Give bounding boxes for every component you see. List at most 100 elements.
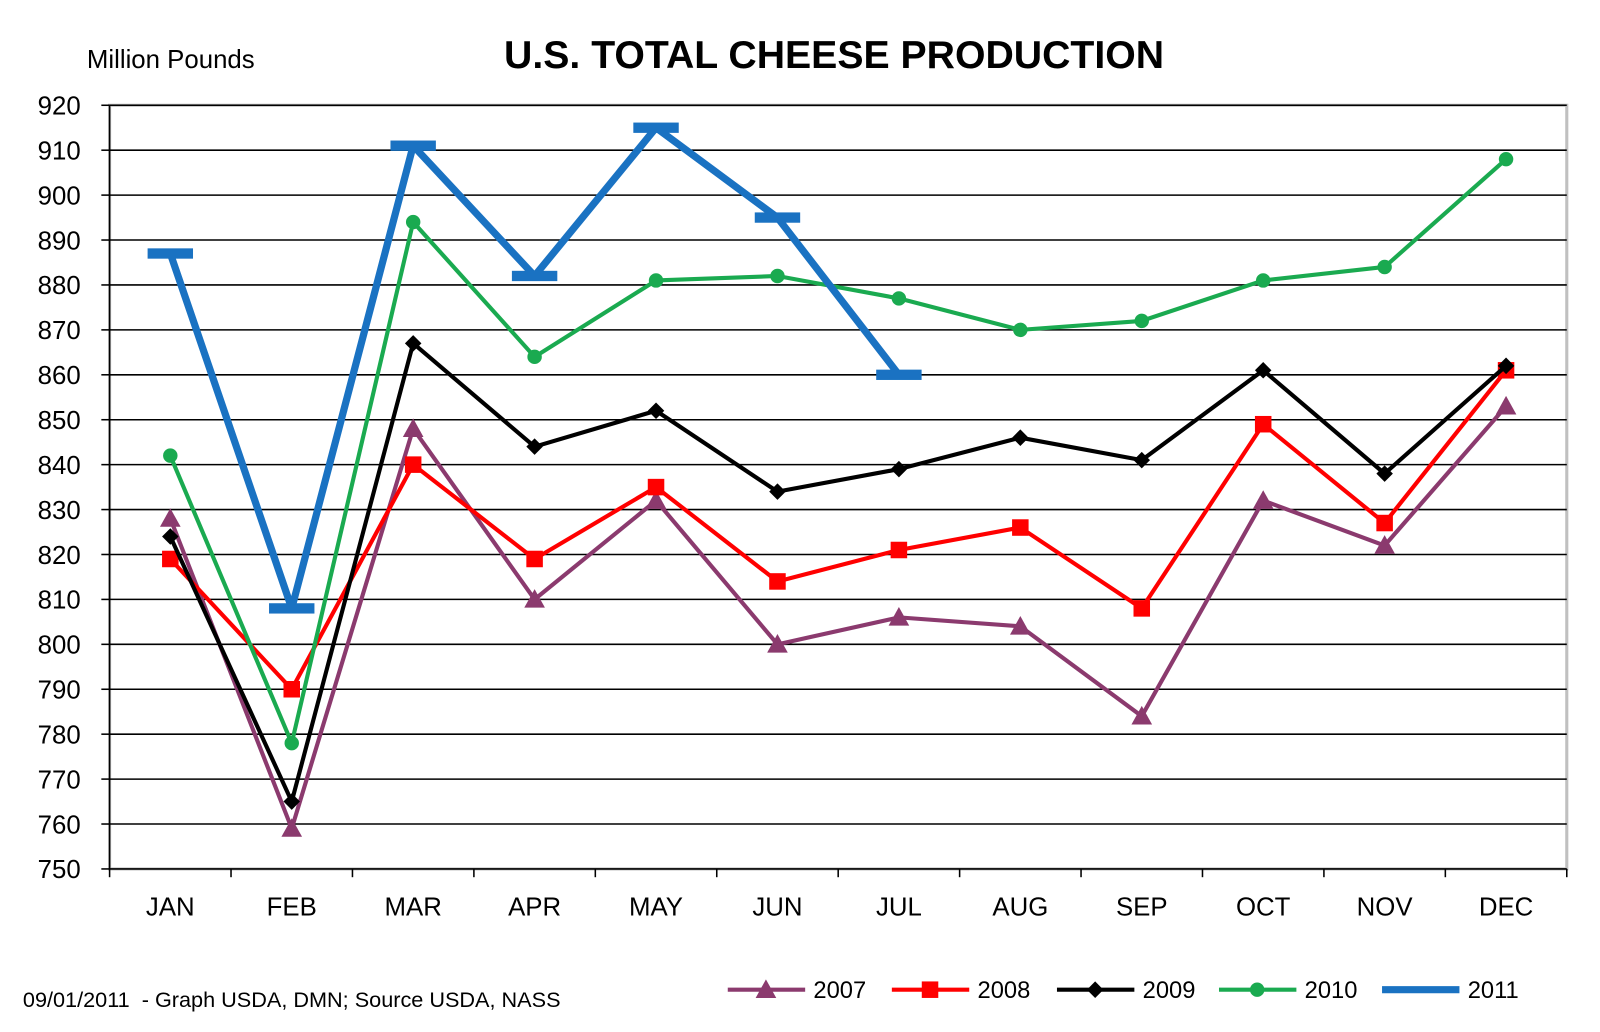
- y-tick-label: 780: [38, 721, 81, 749]
- x-tick-label: JAN: [146, 893, 195, 921]
- legend-label: 2008: [978, 978, 1031, 1004]
- series-2008: [162, 362, 1515, 698]
- series-line-2009: [168, 341, 1508, 804]
- data-point-2008: [1254, 415, 1272, 433]
- x-tick-label: APR: [508, 893, 561, 921]
- y-tick-label: 850: [38, 407, 81, 435]
- legend-item-2008: 2008: [891, 978, 1031, 1004]
- data-point-2010: [1377, 259, 1392, 275]
- footnote: 09/01/2011 - Graph USDA, DMN; Source USD…: [23, 987, 561, 1012]
- data-point-2010: [648, 273, 664, 288]
- data-point-2010: [284, 735, 299, 751]
- data-point-2010: [405, 214, 421, 230]
- data-point-2007: [1252, 490, 1274, 509]
- x-tick-label: JUN: [752, 893, 802, 921]
- legend-label: 2011: [1468, 978, 1519, 1004]
- data-point-2011: [147, 248, 194, 259]
- chart-title: U.S. TOTAL CHEESE PRODUCTION: [504, 34, 1164, 77]
- y-tick-label: 800: [38, 632, 81, 660]
- data-point-2007: [281, 818, 303, 837]
- x-tick-label: SEP: [1116, 893, 1168, 921]
- legend-label: 2007: [813, 978, 866, 1004]
- data-point-2008: [1012, 519, 1029, 536]
- data-point-2010: [770, 268, 785, 284]
- series-2010: [163, 151, 1514, 751]
- data-point-2009: [1254, 362, 1272, 379]
- x-tick-label: MAR: [385, 893, 442, 921]
- series-2011: [147, 122, 922, 614]
- series-line-2007: [168, 404, 1508, 831]
- data-point-2009: [1376, 465, 1393, 482]
- data-point-2011: [511, 270, 558, 282]
- data-point-2009: [283, 793, 300, 810]
- y-tick-label: 760: [38, 811, 81, 839]
- data-point-2009: [890, 460, 908, 478]
- plot-area-border: [108, 103, 1569, 871]
- y-tick-label: 750: [38, 856, 81, 884]
- data-point-2007: [1131, 705, 1153, 725]
- legend-marker: [755, 979, 777, 998]
- y-tick-label: 830: [38, 497, 81, 525]
- data-point-2009: [526, 438, 543, 455]
- data-point-2008: [162, 550, 179, 568]
- x-tick-label: DEC: [1479, 893, 1533, 921]
- data-point-2008: [283, 680, 300, 698]
- y-tick-label: 890: [38, 227, 81, 255]
- y-tick-label: 810: [38, 587, 81, 615]
- data-point-2008: [647, 478, 665, 496]
- series-line-2010: [168, 157, 1508, 746]
- series-line-2011: [166, 124, 902, 613]
- y-tick-label: 860: [38, 362, 81, 390]
- y-tick-label: 900: [38, 182, 81, 210]
- y-tick-label: 790: [38, 677, 81, 705]
- data-point-2010: [527, 349, 542, 365]
- data-point-2009: [1012, 429, 1029, 446]
- data-point-2008: [890, 541, 908, 559]
- y-axis-label: Million Pounds: [87, 46, 255, 74]
- legend-marker: [1086, 981, 1104, 998]
- data-point-2009: [1133, 451, 1151, 469]
- legend-marker: [921, 981, 939, 998]
- data-point-2008: [1376, 514, 1393, 532]
- data-point-2010: [891, 291, 907, 306]
- data-point-2010: [163, 448, 178, 463]
- series-line-2008: [168, 369, 1508, 692]
- x-tick-label: JUL: [876, 893, 922, 921]
- x-tick-label: FEB: [267, 893, 317, 921]
- legend-item-2009: 2009: [1056, 978, 1196, 1004]
- y-tick-label: 770: [38, 766, 81, 794]
- y-tick-label: 910: [38, 137, 81, 165]
- legend-label: 2009: [1143, 978, 1196, 1004]
- data-point-2010: [1134, 313, 1149, 329]
- series-2009: [162, 335, 1515, 810]
- data-point-2007: [159, 508, 181, 527]
- x-tick-label: AUG: [992, 893, 1048, 921]
- data-point-2007: [1495, 395, 1517, 415]
- series-2007: [159, 395, 1517, 837]
- y-tick-label: 820: [38, 542, 81, 570]
- y-tick-label: 840: [38, 452, 81, 480]
- data-point-2011: [876, 369, 922, 380]
- data-point-2011: [754, 212, 801, 223]
- legend-item-2011: 2011: [1382, 978, 1519, 1004]
- data-point-2008: [1133, 600, 1151, 617]
- data-point-2008: [769, 573, 786, 590]
- legend-item-2007: 2007: [727, 978, 866, 1004]
- data-point-2007: [888, 607, 910, 626]
- data-point-2007: [767, 634, 788, 653]
- data-point-2007: [402, 418, 424, 437]
- data-point-2007: [524, 589, 545, 608]
- x-tick-label: NOV: [1357, 893, 1414, 921]
- data-point-2007: [1374, 535, 1395, 554]
- data-point-2011: [269, 603, 315, 614]
- x-tick-label: MAY: [629, 893, 683, 921]
- data-point-2009: [647, 402, 665, 419]
- data-point-2007: [645, 490, 667, 509]
- data-point-2007: [1010, 616, 1031, 635]
- y-tick-label: 870: [38, 317, 81, 345]
- data-point-2010: [1255, 273, 1271, 288]
- y-tick-label: 880: [38, 272, 81, 300]
- y-tick-label: 920: [38, 93, 81, 121]
- data-point-2008: [404, 456, 422, 473]
